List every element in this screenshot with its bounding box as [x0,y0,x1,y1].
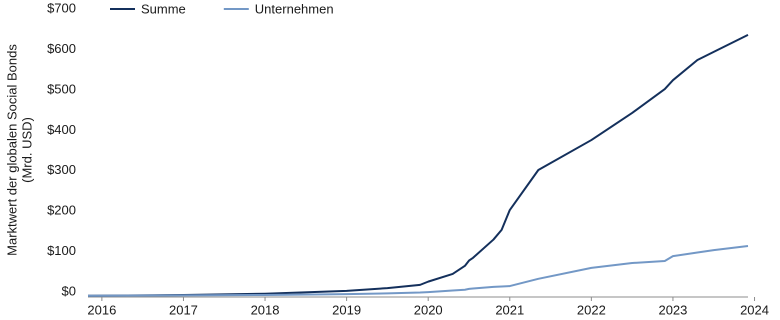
series-line [87,33,749,297]
y-axis-title: Marktwert der globalen Social Bonds (Mrd… [4,44,34,256]
x-tick-label: 2024 [740,302,769,317]
y-tick-label: $300 [47,162,76,177]
x-tick-label: 2017 [169,302,198,317]
y-tick-label: $200 [47,203,76,218]
y-tick-label: $400 [47,122,76,137]
legend-label: Summe [141,1,186,16]
x-tick-label: 2016 [87,302,116,317]
y-tick-label: $700 [47,0,76,15]
y-axis-title-line: Marktwert der globalen Social Bonds [4,44,19,256]
y-tick-label: $100 [47,243,76,258]
x-tick-label: 2020 [414,302,443,317]
y-axis-title-line: (Mrd. USD) [19,117,34,183]
x-tick-label: 2018 [251,302,280,317]
x-tick-label: 2023 [658,302,687,317]
y-tick-label: $0 [62,284,76,299]
series-line [87,245,749,297]
legend-label: Unternehmen [255,1,334,16]
x-tick-label: 2019 [332,302,361,317]
x-tick-label: 2022 [577,302,606,317]
y-tick-label: $500 [47,81,76,96]
x-tick-label: 2021 [495,302,524,317]
y-tick-label: $600 [47,41,76,56]
